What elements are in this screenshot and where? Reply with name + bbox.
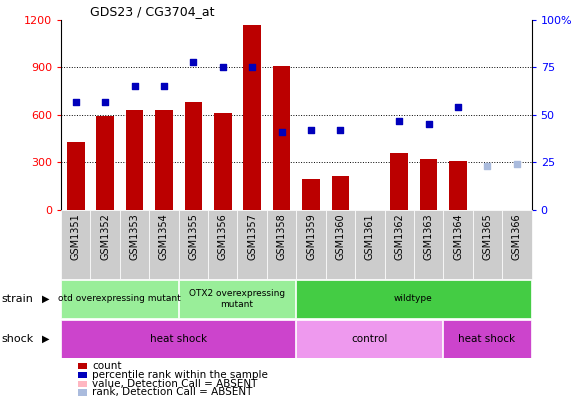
Text: GSM1356: GSM1356: [218, 213, 228, 260]
Text: strain: strain: [1, 294, 33, 304]
Bar: [214, 113, 232, 210]
Bar: [267, 210, 296, 279]
Point: [483, 163, 492, 169]
Bar: [502, 210, 532, 279]
Bar: [179, 210, 208, 279]
Bar: [443, 320, 530, 358]
Bar: [185, 102, 202, 210]
Text: OTX2 overexpressing
mutant: OTX2 overexpressing mutant: [189, 289, 285, 308]
Bar: [332, 176, 349, 210]
Bar: [326, 210, 355, 279]
Bar: [385, 210, 414, 279]
Point: [512, 161, 522, 168]
Text: GSM1360: GSM1360: [335, 213, 346, 260]
Text: GSM1361: GSM1361: [365, 213, 375, 260]
Bar: [473, 210, 502, 279]
Point: [189, 59, 198, 65]
Text: control: control: [351, 333, 388, 344]
Bar: [179, 280, 295, 318]
Bar: [296, 210, 326, 279]
Text: count: count: [92, 361, 122, 371]
Text: ▶: ▶: [42, 333, 49, 344]
Text: GSM1358: GSM1358: [277, 213, 286, 260]
Text: rank, Detection Call = ABSENT: rank, Detection Call = ABSENT: [92, 387, 253, 396]
Text: GDS23 / CG3704_at: GDS23 / CG3704_at: [90, 5, 214, 18]
Point: [101, 98, 110, 105]
Text: GSM1366: GSM1366: [512, 213, 522, 260]
Text: heat shock: heat shock: [150, 333, 207, 344]
Bar: [302, 179, 320, 210]
Bar: [238, 210, 267, 279]
Bar: [61, 280, 178, 318]
Point: [71, 98, 80, 105]
Text: GSM1365: GSM1365: [482, 213, 493, 260]
Bar: [296, 320, 443, 358]
Point: [248, 64, 257, 70]
Bar: [91, 210, 120, 279]
Text: GSM1364: GSM1364: [453, 213, 463, 260]
Text: GSM1354: GSM1354: [159, 213, 169, 260]
Bar: [414, 210, 443, 279]
Point: [424, 121, 433, 128]
Text: otd overexpressing mutant: otd overexpressing mutant: [58, 295, 181, 303]
Text: GSM1362: GSM1362: [394, 213, 404, 260]
Bar: [420, 159, 437, 210]
Bar: [61, 210, 91, 279]
Text: wildtype: wildtype: [394, 295, 433, 303]
Bar: [443, 210, 473, 279]
Point: [277, 129, 286, 135]
Text: GSM1363: GSM1363: [424, 213, 433, 260]
Text: GSM1352: GSM1352: [100, 213, 110, 260]
Bar: [449, 161, 467, 210]
Bar: [96, 116, 114, 210]
Text: GSM1353: GSM1353: [130, 213, 139, 260]
Text: percentile rank within the sample: percentile rank within the sample: [92, 370, 268, 380]
Point: [306, 127, 315, 133]
Bar: [243, 25, 261, 210]
Point: [453, 104, 462, 110]
Bar: [125, 110, 144, 210]
Bar: [155, 110, 173, 210]
Bar: [120, 210, 149, 279]
Bar: [273, 66, 290, 210]
Point: [130, 83, 139, 89]
Point: [336, 127, 345, 133]
Bar: [61, 320, 295, 358]
Text: ▶: ▶: [42, 294, 49, 304]
Text: GSM1357: GSM1357: [247, 213, 257, 260]
Bar: [67, 142, 85, 210]
Text: heat shock: heat shock: [458, 333, 515, 344]
Bar: [296, 280, 530, 318]
Point: [394, 117, 404, 124]
Text: GSM1351: GSM1351: [71, 213, 81, 260]
Bar: [208, 210, 238, 279]
Point: [159, 83, 168, 89]
Text: shock: shock: [1, 333, 34, 344]
Bar: [390, 153, 408, 210]
Text: GSM1359: GSM1359: [306, 213, 316, 260]
Point: [218, 64, 227, 70]
Bar: [149, 210, 179, 279]
Bar: [355, 210, 385, 279]
Text: GSM1355: GSM1355: [188, 213, 198, 260]
Text: value, Detection Call = ABSENT: value, Detection Call = ABSENT: [92, 379, 258, 389]
